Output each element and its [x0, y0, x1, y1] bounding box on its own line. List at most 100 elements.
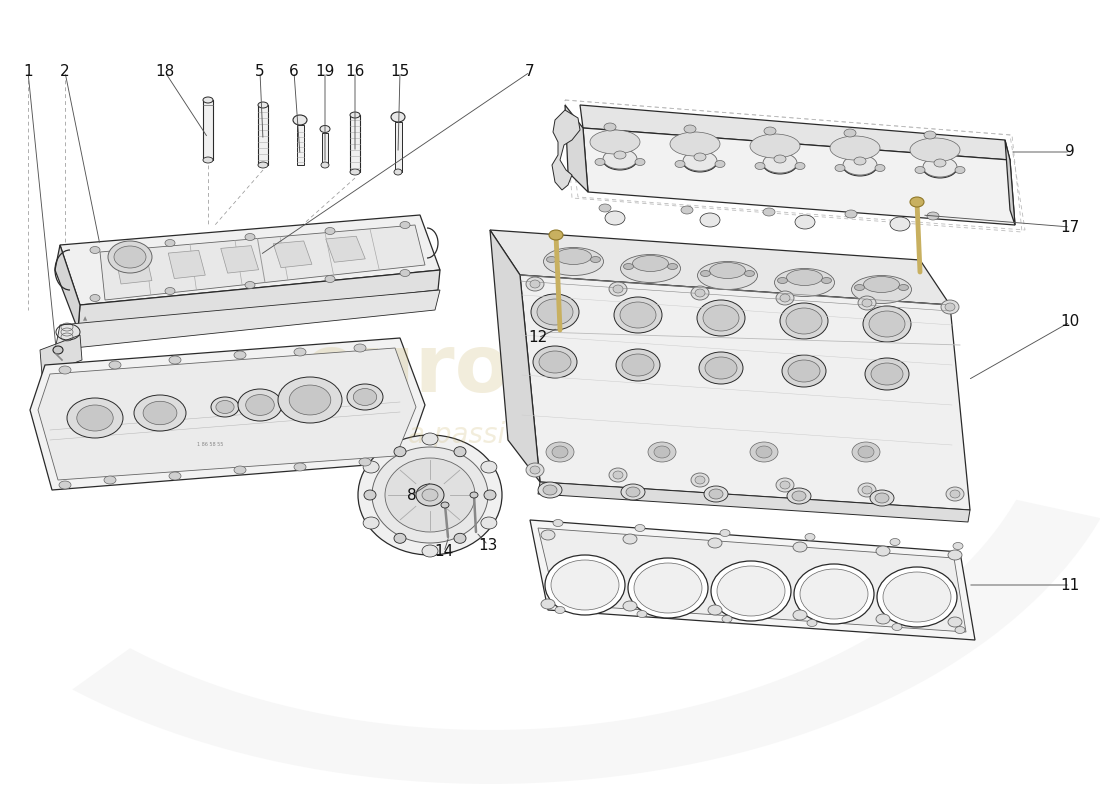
Ellipse shape: [862, 486, 872, 494]
Ellipse shape: [359, 458, 371, 466]
Ellipse shape: [358, 435, 502, 555]
Ellipse shape: [793, 542, 807, 552]
Ellipse shape: [780, 481, 790, 489]
Ellipse shape: [354, 344, 366, 352]
Text: ▲: ▲: [82, 316, 87, 321]
Ellipse shape: [710, 489, 723, 499]
Ellipse shape: [245, 282, 255, 289]
Ellipse shape: [169, 356, 182, 364]
Ellipse shape: [67, 398, 123, 438]
Ellipse shape: [843, 155, 877, 175]
Ellipse shape: [245, 394, 274, 415]
Ellipse shape: [59, 366, 72, 374]
Text: 6: 6: [289, 65, 299, 79]
Ellipse shape: [927, 212, 939, 220]
Ellipse shape: [755, 162, 764, 170]
Ellipse shape: [695, 289, 705, 297]
Ellipse shape: [950, 490, 960, 498]
Ellipse shape: [165, 239, 175, 246]
Ellipse shape: [750, 442, 778, 462]
Polygon shape: [168, 250, 206, 278]
Ellipse shape: [363, 517, 379, 529]
Ellipse shape: [204, 97, 213, 103]
Polygon shape: [297, 125, 304, 165]
Ellipse shape: [537, 299, 573, 325]
Ellipse shape: [910, 197, 924, 207]
Ellipse shape: [800, 569, 868, 619]
Ellipse shape: [684, 125, 696, 133]
Text: 9: 9: [1065, 145, 1075, 159]
Ellipse shape: [372, 447, 488, 543]
Ellipse shape: [549, 230, 563, 240]
Ellipse shape: [108, 241, 152, 273]
Ellipse shape: [830, 136, 880, 160]
Ellipse shape: [788, 360, 820, 382]
Ellipse shape: [835, 165, 845, 171]
Polygon shape: [60, 215, 440, 305]
Ellipse shape: [855, 285, 865, 290]
Ellipse shape: [614, 297, 662, 333]
Ellipse shape: [104, 476, 116, 484]
Ellipse shape: [822, 278, 832, 283]
Ellipse shape: [683, 151, 717, 171]
Ellipse shape: [750, 134, 800, 158]
Ellipse shape: [553, 519, 563, 526]
Ellipse shape: [621, 484, 645, 500]
Ellipse shape: [623, 601, 637, 611]
Ellipse shape: [794, 564, 874, 624]
Ellipse shape: [955, 166, 965, 174]
Ellipse shape: [654, 446, 670, 458]
Ellipse shape: [694, 153, 706, 161]
Ellipse shape: [668, 263, 678, 270]
Ellipse shape: [852, 442, 880, 462]
Ellipse shape: [691, 286, 710, 300]
Ellipse shape: [717, 566, 785, 616]
Polygon shape: [326, 236, 365, 262]
Ellipse shape: [876, 546, 890, 556]
Ellipse shape: [613, 471, 623, 479]
Ellipse shape: [53, 346, 63, 354]
Ellipse shape: [547, 257, 557, 262]
Ellipse shape: [169, 472, 182, 480]
Ellipse shape: [871, 363, 903, 385]
Ellipse shape: [609, 468, 627, 482]
Polygon shape: [565, 105, 588, 192]
Ellipse shape: [955, 626, 965, 634]
Ellipse shape: [786, 270, 823, 286]
Ellipse shape: [635, 158, 645, 166]
Ellipse shape: [634, 563, 702, 613]
Ellipse shape: [774, 269, 835, 297]
Ellipse shape: [321, 162, 329, 168]
Polygon shape: [78, 270, 440, 330]
Ellipse shape: [697, 300, 745, 336]
Ellipse shape: [595, 158, 605, 166]
Ellipse shape: [845, 210, 857, 218]
Ellipse shape: [363, 461, 379, 473]
Polygon shape: [273, 241, 312, 268]
Ellipse shape: [700, 213, 720, 227]
Polygon shape: [538, 482, 970, 522]
Ellipse shape: [556, 606, 565, 614]
Ellipse shape: [526, 277, 544, 291]
Ellipse shape: [948, 550, 962, 560]
Ellipse shape: [953, 542, 962, 550]
Text: 1 86 58 55: 1 86 58 55: [197, 442, 223, 447]
Ellipse shape: [258, 162, 268, 168]
Ellipse shape: [648, 442, 676, 462]
Polygon shape: [73, 500, 1100, 784]
Ellipse shape: [675, 161, 685, 167]
Ellipse shape: [293, 115, 307, 125]
Ellipse shape: [892, 623, 902, 630]
Ellipse shape: [940, 300, 959, 314]
Ellipse shape: [324, 227, 336, 234]
Ellipse shape: [924, 131, 936, 139]
Ellipse shape: [258, 102, 268, 108]
Ellipse shape: [776, 478, 794, 492]
Ellipse shape: [703, 305, 739, 331]
Ellipse shape: [792, 491, 806, 501]
Text: 14: 14: [434, 545, 453, 559]
Ellipse shape: [531, 294, 579, 330]
Polygon shape: [1005, 140, 1015, 225]
Ellipse shape: [77, 405, 113, 431]
Ellipse shape: [234, 466, 246, 474]
